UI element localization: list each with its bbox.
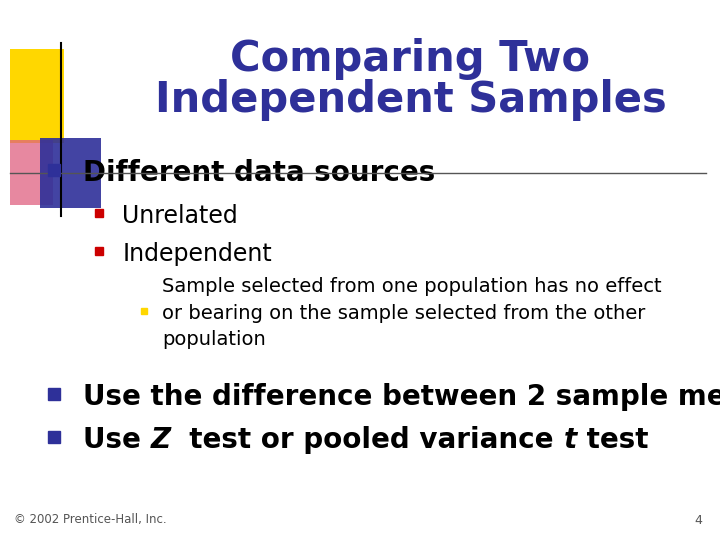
Text: Different data sources: Different data sources bbox=[83, 159, 435, 187]
Text: Comparing Two: Comparing Two bbox=[230, 38, 590, 80]
Text: Use: Use bbox=[83, 426, 150, 454]
Bar bbox=[40, 138, 101, 208]
Text: Z: Z bbox=[150, 426, 171, 454]
Text: © 2002 Prentice-Hall, Inc.: © 2002 Prentice-Hall, Inc. bbox=[14, 514, 167, 526]
Text: Use the difference between 2 sample means: Use the difference between 2 sample mean… bbox=[83, 383, 720, 411]
Text: t: t bbox=[564, 426, 577, 454]
Bar bbox=[10, 140, 53, 205]
Bar bbox=[10, 49, 64, 143]
Text: 4: 4 bbox=[694, 514, 702, 526]
Text: test or pooled variance: test or pooled variance bbox=[171, 426, 564, 454]
Text: Unrelated: Unrelated bbox=[122, 204, 238, 228]
Text: Independent Samples: Independent Samples bbox=[155, 79, 666, 121]
Text: test: test bbox=[577, 426, 648, 454]
Text: Sample selected from one population has no effect
or bearing on the sample selec: Sample selected from one population has … bbox=[162, 277, 662, 349]
Text: Independent: Independent bbox=[122, 242, 272, 266]
